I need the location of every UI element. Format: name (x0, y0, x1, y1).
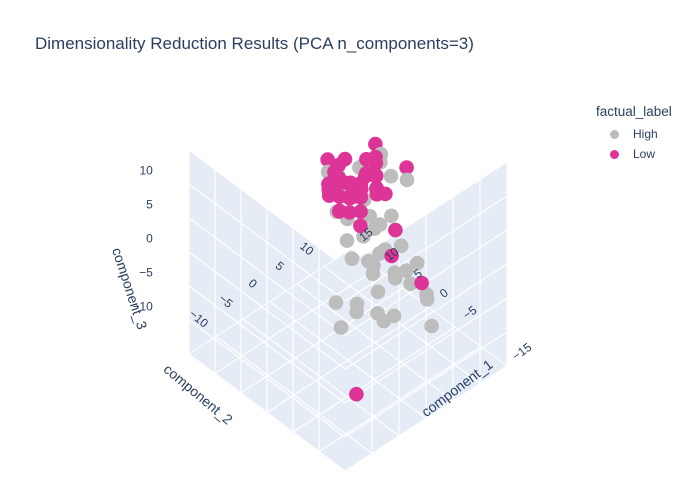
z-tick-label: 0 (146, 231, 153, 245)
data-point-high[interactable] (398, 263, 414, 279)
data-point-low[interactable] (343, 188, 358, 204)
data-point-high[interactable] (424, 318, 439, 334)
data-point-high[interactable] (403, 276, 418, 292)
data-point-high[interactable] (387, 271, 403, 286)
data-point-low[interactable] (327, 184, 343, 199)
data-point-high[interactable] (361, 253, 376, 269)
legend-marker-high (610, 129, 619, 139)
data-point-high[interactable] (384, 208, 399, 224)
data-point-high[interactable] (383, 168, 399, 184)
legend-item-high[interactable]: High (596, 124, 672, 144)
legend-label-high: High (633, 127, 658, 141)
data-point-high[interactable] (399, 172, 415, 188)
data-point-low[interactable] (414, 275, 429, 291)
gridline (344, 195, 508, 302)
legend-title: factual_label (596, 104, 672, 119)
data-point-high[interactable] (370, 284, 386, 300)
data-point-high[interactable] (344, 251, 360, 266)
z-tick-label: −5 (139, 265, 153, 279)
data-point-low[interactable] (337, 151, 353, 167)
z-tick-label: 10 (139, 163, 153, 177)
data-point-high[interactable] (333, 320, 349, 335)
data-point-low[interactable] (353, 218, 368, 234)
legend: factual_label High Low (596, 104, 672, 164)
data-point-high[interactable] (409, 255, 425, 271)
x-tick-label: −15 (510, 340, 535, 364)
data-point-low[interactable] (359, 152, 374, 167)
data-point-low[interactable] (388, 222, 403, 238)
data-point-high[interactable] (372, 217, 388, 232)
legend-item-low[interactable]: Low (596, 144, 672, 164)
data-point-low[interactable] (353, 204, 368, 219)
data-point-high[interactable] (349, 296, 365, 312)
z-tick-label: −10 (132, 299, 153, 313)
gridline (188, 183, 346, 302)
data-point-low[interactable] (332, 203, 347, 219)
data-point-high[interactable] (376, 313, 392, 329)
data-point-low[interactable] (369, 187, 385, 202)
data-point-high[interactable] (393, 238, 409, 254)
data-point-low[interactable] (353, 182, 369, 197)
data-point-high[interactable] (328, 295, 344, 310)
data-point-low[interactable] (320, 152, 335, 167)
legend-label-low: Low (633, 147, 656, 161)
data-point-low[interactable] (384, 248, 399, 264)
chart-title: Dimensionality Reduction Results (PCA n_… (35, 34, 474, 53)
data-point-high[interactable] (419, 292, 435, 307)
gridline (323, 266, 481, 384)
z-tick-label: 5 (146, 197, 153, 211)
z-axis-title: component_3 (109, 246, 151, 332)
data-point-high[interactable] (339, 233, 355, 248)
data-point-low[interactable] (399, 160, 414, 175)
legend-marker-low (610, 149, 619, 159)
data-points[interactable] (320, 136, 439, 402)
data-point-low[interactable] (349, 386, 364, 402)
